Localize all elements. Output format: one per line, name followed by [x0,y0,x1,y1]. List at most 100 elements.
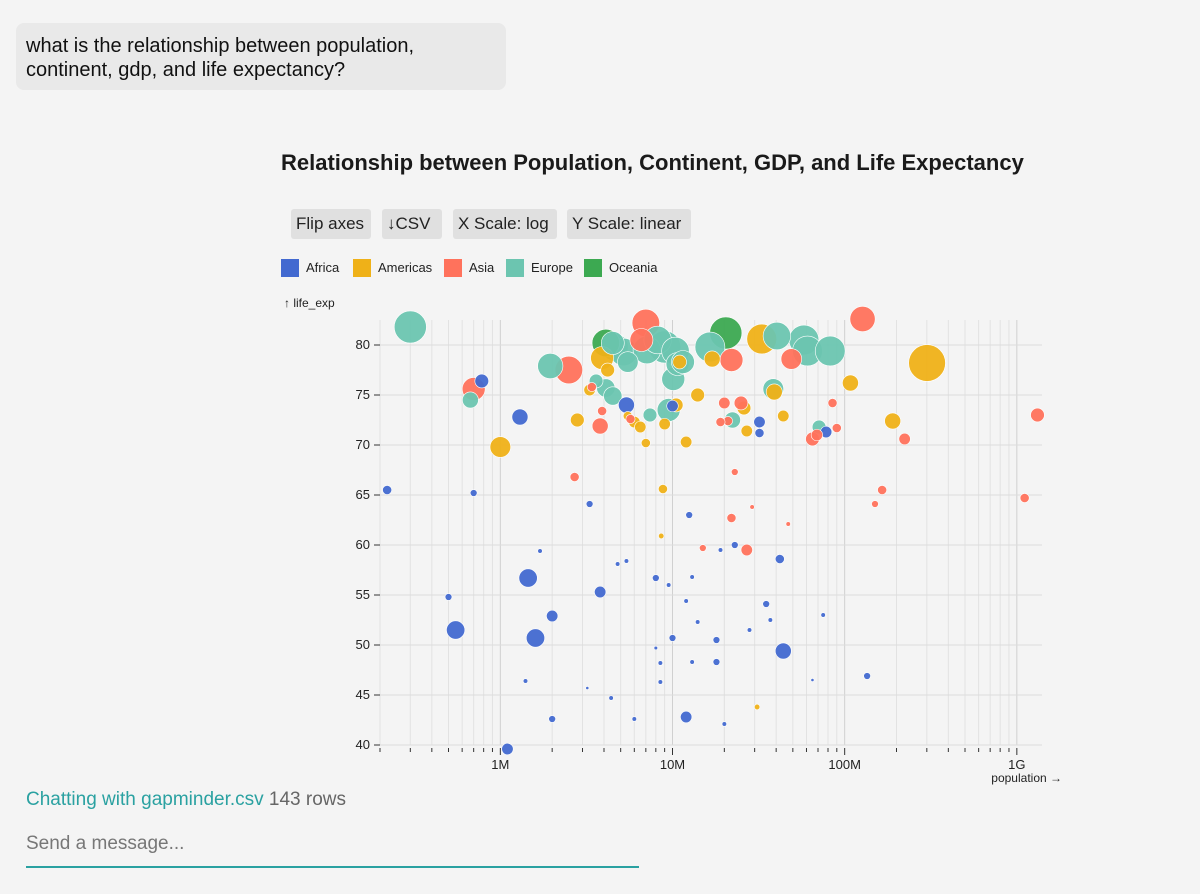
data-point-americas [740,424,753,438]
data-point-americas [600,362,615,378]
data-point-europe [462,391,479,409]
legend-swatch-asia [444,259,462,277]
data-point-africa [689,659,695,665]
data-point-asia [871,500,879,508]
data-point-africa [585,500,594,508]
data-point-africa [657,660,663,666]
data-point-americas [777,409,790,423]
y-axis-label: ↑ life_exp [284,296,335,310]
data-point-americas [658,417,671,431]
chat-status: Chatting with gapminder.csv 143 rows [26,789,346,811]
data-point-africa [525,628,545,648]
data-point-asia [569,472,580,482]
data-point-africa [666,582,672,588]
legend-label-oceania: Oceania [609,260,658,275]
user-message-text: what is the relationship between populat… [26,35,415,81]
data-point-africa [666,399,679,413]
legend-label-asia: Asia [469,260,495,275]
legend-swatch-oceania [584,259,602,277]
download-csv-button[interactable]: ↓CSV [382,209,442,239]
data-point-africa [680,710,693,724]
data-point-africa [731,541,739,549]
x-tick-label: 1G [1008,757,1025,772]
message-input[interactable] [26,822,639,868]
data-point-asia [629,328,654,352]
data-point-americas [680,435,693,449]
data-point-asia [726,513,737,523]
data-point-asia [898,432,911,446]
y-tick-label: 50 [356,637,370,652]
data-point-asia [733,395,749,411]
data-point-africa [683,598,689,604]
data-point-asia [740,543,753,557]
chart-title: Relationship between Population, Contine… [281,150,1024,175]
data-point-asia [827,398,838,408]
data-point-africa [501,742,514,756]
data-point-africa [810,678,815,682]
legend-swatch-americas [353,259,371,277]
data-point-africa [469,489,478,497]
y-tick-label: 80 [356,337,370,352]
data-point-africa [689,574,695,580]
data-point-africa [608,695,614,701]
data-point-asia [718,396,731,410]
data-point-africa [652,574,660,582]
data-point-europe [762,321,792,351]
data-point-africa [721,721,727,727]
y-tick-label: 70 [356,437,370,452]
data-point-africa [653,645,658,651]
legend-swatch-africa [281,259,299,277]
data-point-americas [658,532,665,540]
data-point-africa [746,627,753,633]
data-point-europe [601,331,625,355]
data-point-africa [762,600,770,608]
data-point-africa [863,672,871,680]
data-point-africa [446,620,466,640]
data-point-asia [625,414,636,424]
data-point-americas [672,354,687,370]
y-scale-button[interactable]: Y Scale: linear [567,209,691,239]
legend-label-americas: Americas [378,260,433,275]
data-point-africa [444,593,453,601]
y-tick-label: 65 [356,487,370,502]
data-point-africa [774,642,792,660]
data-point-africa [753,415,766,429]
row-count: 143 rows [268,789,347,810]
y-tick-label: 60 [356,537,370,552]
data-point-asia [849,306,876,332]
flip-axes-button[interactable]: Flip axes [291,209,371,239]
data-point-africa [657,679,663,685]
data-point-asia [719,348,744,372]
data-point-africa [382,485,393,495]
data-point-europe [814,335,846,367]
data-point-americas [884,412,902,430]
legend-label-africa: Africa [306,260,340,275]
data-point-asia [731,468,739,476]
data-point-africa [767,617,773,623]
data-point-americas [908,344,946,382]
x-tick-label: 100M [828,757,861,772]
legend-swatch-europe [506,259,524,277]
data-point-africa [712,658,721,666]
data-point-africa [518,568,538,588]
data-point-africa [754,428,765,438]
data-point-africa [623,558,630,564]
x-scale-button[interactable]: X Scale: log [453,209,557,239]
data-point-africa [615,561,621,567]
data-point-americas [703,350,721,368]
data-point-europe [393,310,427,344]
user-message-bubble: what is the relationship between populat… [16,23,506,90]
data-point-europe [537,353,564,379]
data-point-africa [537,548,543,554]
data-point-americas [754,703,761,711]
data-point-asia [597,406,608,416]
data-point-asia [715,417,726,427]
data-point-africa [548,715,556,723]
data-point-asia [785,521,791,527]
data-point-africa [618,396,635,414]
data-point-africa [474,373,489,389]
data-point-africa [685,511,693,519]
data-point-africa [774,554,785,564]
data-point-europe [642,407,658,423]
